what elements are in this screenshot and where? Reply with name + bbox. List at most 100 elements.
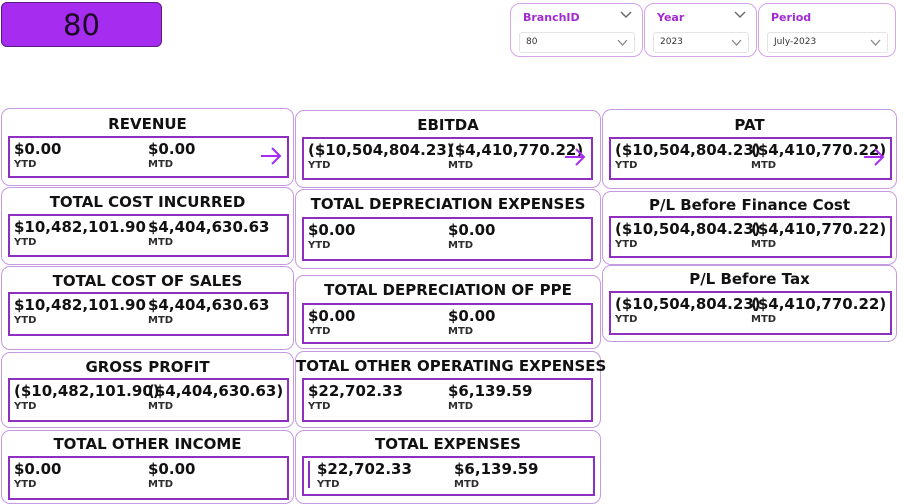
pl-before-tax-card: P/L Before Tax ($10,504,804.23) YTD ($4,… [602, 265, 897, 342]
period-dropdown[interactable]: July-2023 [767, 32, 888, 53]
total-cost-incurred-card: TOTAL COST INCURRED $10,482,101.90 YTD $… [1, 187, 294, 265]
mtd-value: $6,139.59 [454, 460, 539, 478]
ytd-caption: YTD [14, 159, 37, 170]
card-title: TOTAL OTHER OPERATING EXPENSES [296, 357, 607, 375]
card-title: GROSS PROFIT [85, 358, 210, 376]
branch-id-slicer-label: BranchID [523, 11, 580, 24]
ytd-value: ($10,504,804.23) [615, 141, 761, 159]
arrow-right-icon[interactable] [260, 145, 282, 167]
total-cost-of-sales-card: TOTAL COST OF SALES $10,482,101.90 YTD $… [1, 266, 294, 350]
chevron-down-icon [617, 39, 628, 46]
mtd-caption: MTD [448, 160, 474, 171]
ytd-caption: YTD [308, 160, 331, 171]
mtd-value: ($4,410,770.22) [751, 141, 887, 159]
mtd-caption: MTD [148, 401, 174, 412]
branch-id-slicer[interactable]: BranchID 80 [510, 3, 643, 57]
total-other-income-card: TOTAL OTHER INCOME $0.00 YTD $0.00 MTD [1, 430, 294, 504]
ytd-value: $10,482,101.90 [14, 296, 146, 314]
ytd-value: $0.00 [308, 307, 356, 325]
mtd-value: $0.00 [148, 460, 196, 478]
ytd-caption: YTD [308, 326, 331, 337]
card-title: REVENUE [108, 115, 187, 133]
period-slicer-label: Period [771, 11, 812, 24]
kpi-box: $22,702.33 YTD $6,139.59 MTD [302, 378, 593, 422]
mtd-value: $0.00 [448, 221, 496, 239]
mtd-value: ($4,410,770.22) [751, 220, 887, 238]
mtd-caption: MTD [148, 315, 174, 326]
branch-id-badge-value: 80 [63, 7, 100, 42]
kpi-box: ($10,504,804.23) YTD ($4,410,770.22) MTD [609, 216, 892, 258]
card-title: TOTAL EXPENSES [375, 435, 521, 453]
mtd-caption: MTD [148, 237, 174, 248]
ytd-caption: YTD [615, 160, 638, 171]
ytd-value: ($10,504,804.23) [308, 141, 454, 159]
card-title: P/L Before Tax [689, 270, 810, 288]
mtd-value: $4,404,630.63 [148, 296, 270, 314]
chevron-down-icon[interactable] [620, 10, 632, 20]
card-title: TOTAL OTHER INCOME [53, 435, 242, 453]
mtd-value: $0.00 [148, 140, 196, 158]
mtd-caption: MTD [448, 401, 474, 412]
kpi-box: $0.00 YTD $0.00 MTD [8, 136, 289, 178]
period-slicer[interactable]: Period July-2023 [758, 3, 896, 57]
ytd-value: $0.00 [14, 140, 62, 158]
kpi-box: $10,482,101.90 YTD $4,404,630.63 MTD [8, 292, 289, 336]
total-expenses-card: TOTAL EXPENSES $22,702.33 YTD $6,139.59 … [295, 430, 601, 504]
arrow-right-icon[interactable] [863, 146, 885, 168]
kpi-box: ($10,504,804.23) YTD ($4,410,770.22) MTD [609, 291, 892, 335]
branch-id-value: 80 [526, 37, 538, 47]
chevron-down-icon [870, 39, 881, 46]
year-dropdown[interactable]: 2023 [653, 32, 749, 53]
ytd-value: $22,702.33 [308, 382, 403, 400]
mtd-caption: MTD [454, 479, 480, 490]
year-value: 2023 [660, 37, 683, 47]
selection-marker [308, 461, 310, 488]
card-title: EBITDA [417, 116, 479, 134]
branch-id-dropdown[interactable]: 80 [519, 32, 635, 53]
card-title: TOTAL COST INCURRED [49, 193, 246, 211]
kpi-box: $10,482,101.90 YTD $4,404,630.63 MTD [8, 214, 289, 257]
mtd-caption: MTD [448, 240, 474, 251]
mtd-caption: MTD [148, 159, 174, 170]
pl-before-finance-cost-card: P/L Before Finance Cost ($10,504,804.23)… [602, 191, 897, 265]
arrow-right-icon[interactable] [564, 146, 586, 168]
ytd-value: $0.00 [14, 460, 62, 478]
ytd-value: $10,482,101.90 [14, 218, 146, 236]
kpi-box: $0.00 YTD $0.00 MTD [302, 217, 593, 261]
card-title: P/L Before Finance Cost [648, 196, 851, 214]
ytd-value: ($10,482,101.90) [14, 382, 160, 400]
mtd-value: ($4,410,770.22) [751, 295, 887, 313]
mtd-value: $6,139.59 [448, 382, 533, 400]
total-depreciation-expenses-card: TOTAL DEPRECIATION EXPENSES $0.00 YTD $0… [295, 189, 601, 269]
mtd-caption: MTD [148, 479, 174, 490]
total-depreciation-of-ppe-card: TOTAL DEPRECIATION OF PPE $0.00 YTD $0.0… [295, 275, 601, 349]
year-slicer-label: Year [657, 11, 685, 24]
card-title: TOTAL COST OF SALES [52, 272, 243, 290]
ytd-caption: YTD [615, 239, 638, 250]
mtd-value: ($4,404,630.63) [148, 382, 284, 400]
ytd-value: $0.00 [308, 221, 356, 239]
pat-card: PAT ($10,504,804.23) YTD ($4,410,770.22)… [602, 109, 897, 189]
ytd-caption: YTD [14, 237, 37, 248]
mtd-caption: MTD [448, 326, 474, 337]
total-other-operating-expenses-card: TOTAL OTHER OPERATING EXPENSES $22,702.3… [295, 351, 607, 428]
revenue-card: REVENUE $0.00 YTD $0.00 MTD [1, 108, 294, 186]
card-title: TOTAL DEPRECIATION EXPENSES [310, 195, 586, 213]
gross-profit-card: GROSS PROFIT ($10,482,101.90) YTD ($4,40… [1, 352, 294, 428]
ytd-caption: YTD [14, 401, 37, 412]
year-slicer[interactable]: Year 2023 [644, 3, 757, 57]
ytd-caption: YTD [14, 479, 37, 490]
card-title: PAT [734, 116, 765, 134]
ytd-value: ($10,504,804.23) [615, 295, 761, 313]
mtd-value: ($4,410,770.22) [448, 141, 584, 159]
mtd-caption: MTD [751, 314, 777, 325]
ytd-caption: YTD [308, 240, 331, 251]
chevron-down-icon[interactable] [734, 10, 746, 20]
ebitda-card: EBITDA ($10,504,804.23) YTD ($4,410,770.… [295, 110, 601, 188]
period-value: July-2023 [774, 37, 817, 47]
branch-id-badge: 80 [1, 2, 162, 47]
ytd-caption: YTD [615, 314, 638, 325]
mtd-caption: MTD [751, 160, 777, 171]
ytd-caption: YTD [14, 315, 37, 326]
kpi-box: ($10,504,804.23) YTD ($4,410,770.22) MTD [302, 137, 593, 180]
